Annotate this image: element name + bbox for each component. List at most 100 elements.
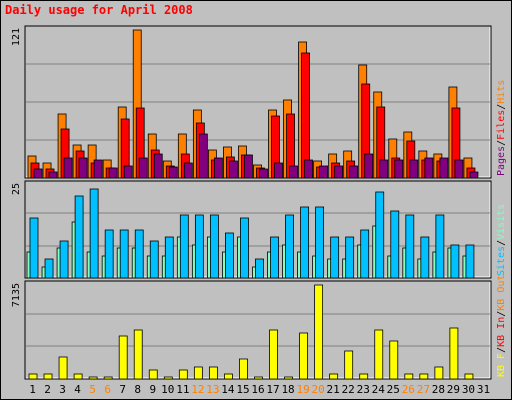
- day-label-21: 21: [327, 383, 340, 396]
- day-label-28: 28: [432, 383, 445, 396]
- bar-sites-day-7: [119, 229, 129, 279]
- bar-kb-f-day-14: [224, 373, 233, 380]
- day-label-1: 1: [29, 383, 36, 396]
- bar-pages-day-21: [334, 165, 344, 179]
- day-label-8: 8: [134, 383, 141, 396]
- day-label-17: 17: [266, 383, 279, 396]
- bar-kb-f-day-10: [163, 376, 173, 380]
- bar-pages-day-6: [108, 167, 118, 179]
- legend-entry: KB F: [496, 353, 507, 377]
- bar-kb-f-day-21: [329, 373, 339, 380]
- day-label-20: 20: [312, 383, 325, 396]
- bar-pages-day-13: [213, 157, 223, 179]
- bar-pages-day-4: [78, 157, 88, 179]
- bar-pages-day-22: [349, 165, 359, 179]
- day-label-18: 18: [281, 383, 294, 396]
- day-label-12: 12: [191, 383, 204, 396]
- day-label-25: 25: [387, 383, 400, 396]
- bar-sites-day-25: [390, 210, 400, 279]
- day-label-15: 15: [236, 383, 249, 396]
- bar-sites-day-14: [225, 232, 234, 279]
- bar-sites-day-10: [164, 236, 174, 279]
- bar-files-day-19: [301, 52, 310, 179]
- bar-sites-day-16: [255, 258, 264, 279]
- bar-sites-day-21: [330, 236, 340, 279]
- bar-sites-day-30: [465, 244, 475, 279]
- bar-kb-f-day-4: [73, 373, 83, 380]
- bar-kb-f-day-1: [28, 373, 38, 380]
- bar-sites-day-19: [300, 206, 309, 279]
- day-label-29: 29: [447, 383, 460, 396]
- bar-sites-day-26: [405, 214, 415, 279]
- day-label-26: 26: [402, 383, 415, 396]
- legend-entry: /: [496, 311, 507, 317]
- bar-kb-f-day-9: [148, 369, 158, 380]
- day-label-31: 31: [477, 383, 490, 396]
- y-max-label-2: 25: [11, 183, 22, 195]
- bar-pages-day-23: [364, 153, 374, 179]
- bar-sites-day-12: [194, 214, 204, 279]
- day-label-11: 11: [176, 383, 189, 396]
- bar-sites-day-22: [345, 236, 355, 279]
- bar-kb-f-day-26: [404, 373, 414, 380]
- bar-kb-f-day-11: [178, 369, 188, 380]
- y-max-label-1: 121: [11, 28, 22, 46]
- bar-sites-day-18: [285, 214, 294, 279]
- bar-kb-f-day-5: [88, 376, 98, 380]
- bar-kb-f-day-16: [254, 376, 263, 380]
- bar-pages-day-20: [319, 165, 329, 179]
- legend-entry: /: [496, 140, 507, 146]
- bar-pages-day-15: [244, 154, 253, 179]
- bar-sites-day-27: [420, 236, 430, 279]
- chart-title: Daily usage for April 2008: [5, 3, 193, 17]
- legend-entry: Pages: [496, 146, 507, 176]
- bar-pages-day-5: [93, 159, 103, 179]
- bar-pages-day-29: [454, 159, 464, 179]
- bar-pages-day-27: [424, 157, 434, 179]
- bar-kb-f-day-19: [299, 332, 308, 380]
- bar-pages-day-25: [394, 159, 404, 179]
- bar-sites-day-5: [89, 188, 99, 279]
- bar-sites-day-4: [74, 195, 84, 279]
- day-label-24: 24: [372, 383, 386, 396]
- plot-area-3: [24, 280, 492, 380]
- day-label-6: 6: [104, 383, 111, 396]
- bar-sites-day-29: [450, 244, 460, 279]
- bar-pages-day-12: [198, 133, 208, 179]
- day-label-30: 30: [462, 383, 475, 396]
- bar-sites-day-28: [435, 214, 445, 279]
- bar-sites-day-23: [360, 229, 370, 279]
- y-max-label-3: 7135: [11, 283, 22, 307]
- bar-kb-f-day-24: [374, 329, 384, 380]
- legend-3: KB F/KB In/KB Out: [496, 275, 507, 377]
- legend-entry: KB In: [496, 317, 507, 347]
- bar-kb-f-day-28: [434, 366, 444, 380]
- bar-pages-day-24: [379, 159, 389, 179]
- bar-pages-day-28: [439, 157, 449, 179]
- bar-sites-day-6: [104, 229, 114, 279]
- bar-kb-f-day-27: [419, 373, 429, 380]
- day-label-27: 27: [417, 383, 430, 396]
- bar-kb-f-day-22: [344, 350, 354, 380]
- bar-sites-day-15: [240, 217, 249, 279]
- bar-pages-day-18: [289, 165, 298, 179]
- bar-kb-f-day-6: [103, 376, 113, 380]
- day-label-23: 23: [357, 383, 370, 396]
- day-label-4: 4: [74, 383, 81, 396]
- bar-pages-day-11: [183, 162, 193, 179]
- bar-sites-day-17: [270, 236, 279, 279]
- day-label-13: 13: [206, 383, 219, 396]
- bar-kb-f-day-18: [284, 376, 293, 380]
- bar-pages-day-2: [48, 171, 58, 179]
- bar-pages-day-7: [123, 165, 133, 179]
- legend-entry: /: [496, 104, 507, 110]
- bar-pages-day-14: [229, 160, 238, 179]
- legend-entry: Hits: [496, 80, 507, 104]
- legend-entry: KB Out: [496, 275, 507, 311]
- bar-sites-day-9: [149, 240, 159, 279]
- bar-kb-f-day-15: [239, 358, 248, 380]
- bar-kb-f-day-8: [133, 329, 143, 380]
- legend-entry: /: [496, 240, 507, 246]
- day-label-19: 19: [296, 383, 309, 396]
